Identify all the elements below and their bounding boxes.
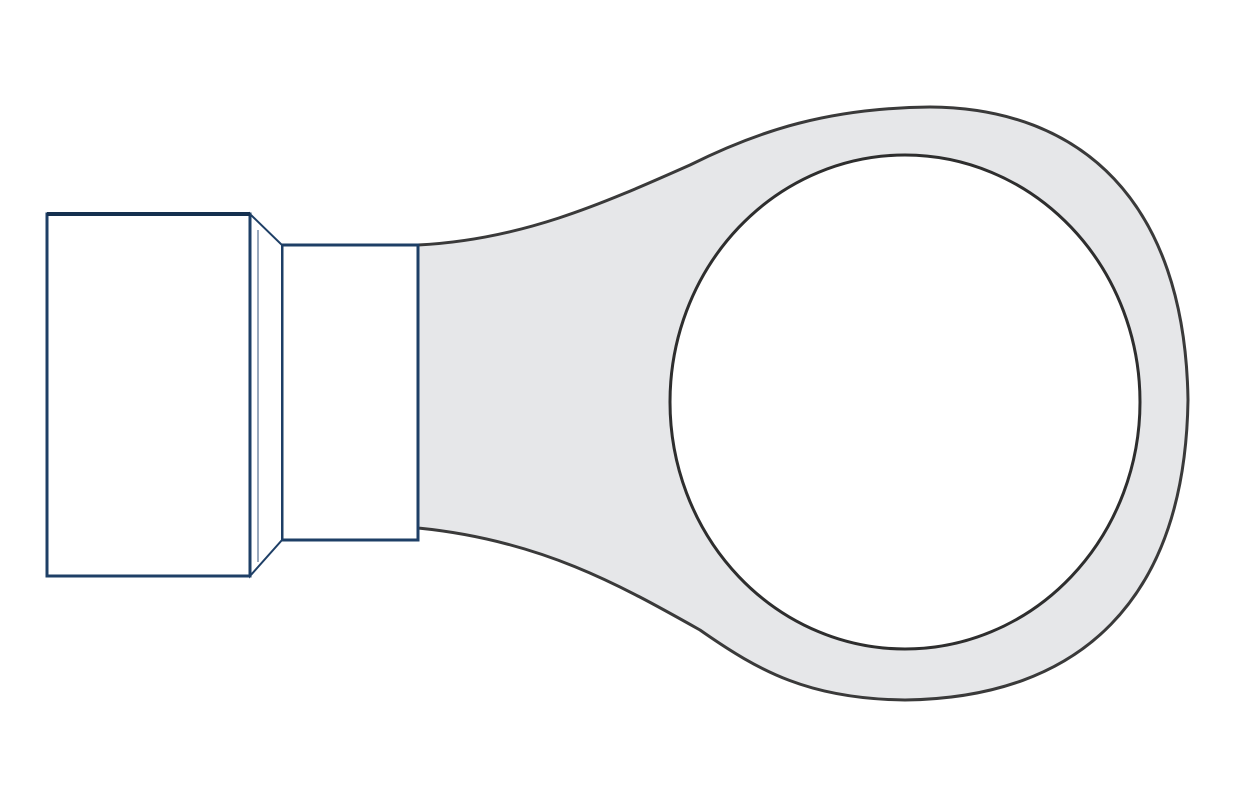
stud-hole bbox=[668, 153, 1142, 651]
crimp-barrel bbox=[280, 243, 420, 542]
sleeve-taper bbox=[249, 211, 283, 579]
insulation-sleeve bbox=[45, 212, 252, 578]
